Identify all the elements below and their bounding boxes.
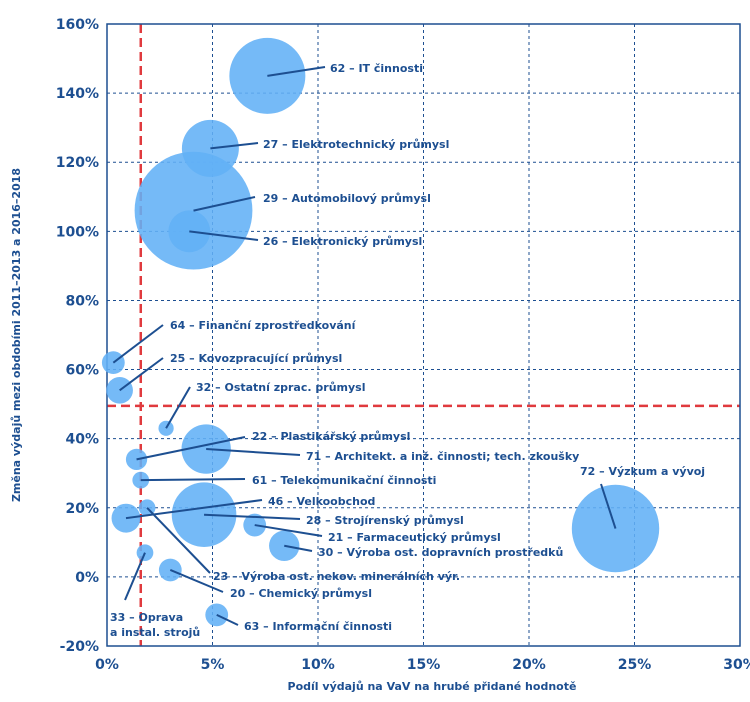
y-axis-title: Změna výdajů mezi obdobími 2011–2013 a 2… xyxy=(10,168,23,502)
y-tick-label: 160% xyxy=(56,17,99,33)
x-axis-title: Podíl výdajů na VaV na hrubé přidané hod… xyxy=(288,680,577,693)
leader-line xyxy=(125,499,263,520)
leader-line xyxy=(165,386,191,429)
bubble-label: 63 – Informační činnosti xyxy=(244,620,392,633)
leader-line xyxy=(600,483,617,529)
leader-line xyxy=(136,436,246,461)
x-tick-label: 20% xyxy=(512,657,546,673)
leader-line xyxy=(193,196,256,212)
bubble-label: 30 – Výroba ost. dopravních prostředků xyxy=(318,546,563,559)
y-tick-label: 40% xyxy=(65,432,99,448)
bubble xyxy=(134,151,253,270)
bubble-label: 25 – Kovozpracující průmysl xyxy=(170,352,342,365)
leader-lines xyxy=(112,66,617,626)
leader-line xyxy=(204,513,301,520)
bubble-label: 20 – Chemický průmysl xyxy=(230,587,372,600)
leader-line xyxy=(267,66,326,77)
leader-line xyxy=(206,448,301,456)
bubble-label: 23 – Výroba ost. nekov. minerálních výr. xyxy=(213,570,460,583)
bubble-labels: 62 – IT činnosti 27 – Elektrotechnický pr… xyxy=(110,62,705,639)
y-tick-label: 80% xyxy=(65,293,99,309)
bubble-label-line: 33 – Oprava xyxy=(110,611,183,624)
bubble-label: 32 – Ostatní zprac. průmysl xyxy=(196,381,365,394)
bubble-label: 28 – Strojírenský průmysl xyxy=(306,514,464,527)
y-tick-label: 140% xyxy=(56,86,99,102)
leader-line xyxy=(254,524,323,537)
bubble-label: 72 – Výzkum a vývoj xyxy=(580,465,705,478)
leader-line xyxy=(124,552,146,601)
bubble-label: 26 – Elektronický průmysl xyxy=(263,235,422,248)
bubble-label: 71 – Architekt. a inž. činnosti; tech. z… xyxy=(306,450,579,463)
y-tick-label: 20% xyxy=(65,501,99,517)
bubble xyxy=(158,420,174,436)
bubble-label-line: a instal. strojů xyxy=(110,626,200,639)
x-tick-label: 30% xyxy=(723,657,750,673)
bubble-label: 33 – Oprava a instal. strojů xyxy=(110,611,200,639)
leader-line xyxy=(119,357,164,392)
y-tick-label: -20% xyxy=(60,639,99,655)
leader-line xyxy=(189,230,259,241)
leader-line xyxy=(140,478,246,482)
y-tick-label: 100% xyxy=(56,224,99,240)
bubble-label: 46 – Velkoobchod xyxy=(268,495,375,508)
leader-line xyxy=(112,324,164,364)
bubble-label: 29 – Automobilový průmysl xyxy=(263,192,431,205)
x-tick-labels: 0% 5% 10% 15% 20% 25% 30% xyxy=(95,657,750,673)
leader-line xyxy=(169,569,224,593)
bubble-label: 62 – IT činnosti xyxy=(330,62,423,75)
y-tick-labels: -20% 0% 20% 40% 60% 80% 100% 120% 140% 160% xyxy=(56,17,99,655)
bubble xyxy=(111,503,141,533)
leader-line xyxy=(210,142,259,150)
axes-frame xyxy=(106,23,741,647)
bubble xyxy=(132,471,150,489)
bubble-label: 27 – Elektrotechnický průmysl xyxy=(263,138,449,151)
x-tick-label: 25% xyxy=(618,657,652,673)
y-tick-label: 60% xyxy=(65,363,99,379)
reference-lines xyxy=(107,24,740,646)
leader-line xyxy=(216,613,239,626)
leader-line xyxy=(146,507,211,574)
bubble-label: 21 – Farmaceutický průmysl xyxy=(328,531,501,544)
leader-line xyxy=(284,544,313,552)
bubble-label: 64 – Finanční zprostředkování xyxy=(170,319,357,332)
x-tick-label: 0% xyxy=(95,657,119,673)
y-tick-label: 120% xyxy=(56,155,99,171)
x-tick-label: 10% xyxy=(301,657,335,673)
y-tick-label: 0% xyxy=(75,570,99,586)
x-tick-label: 15% xyxy=(407,657,441,673)
bubble-label: 22 – Plastikářský průmysl xyxy=(252,430,410,443)
bubble-label: 61 – Telekomunikační činnosti xyxy=(252,474,436,487)
x-tick-label: 5% xyxy=(201,657,225,673)
plot-frame xyxy=(106,23,741,647)
